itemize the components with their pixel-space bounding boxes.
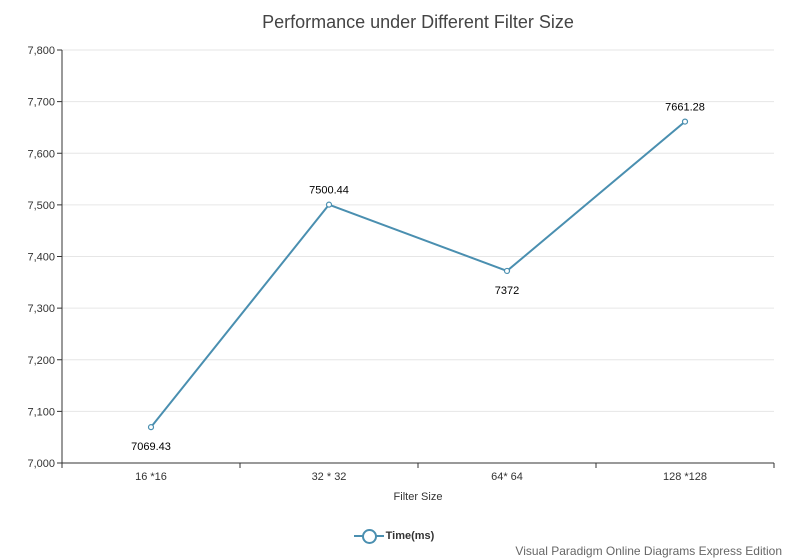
x-tick-label: 128 *128 [663, 471, 707, 483]
y-tick-label: 7,800 [27, 45, 55, 57]
data-label: 7500.44 [309, 185, 349, 197]
data-point [681, 118, 689, 125]
x-tick-label: 16 *16 [135, 471, 167, 483]
y-tick-label: 7,200 [27, 355, 55, 367]
y-tick-label: 7,500 [27, 200, 55, 212]
data-point [503, 267, 511, 275]
y-tick-label: 7,100 [27, 406, 55, 418]
data-label: 7372 [495, 285, 519, 297]
x-tick-label: 32 * 32 [312, 471, 347, 483]
data-label: 7661.28 [665, 102, 705, 114]
y-tick-label: 7,700 [27, 97, 55, 109]
data-label: 7069.43 [131, 441, 171, 453]
legend-marker-icon [353, 528, 384, 544]
data-point [325, 201, 333, 208]
y-tick-label: 7,300 [27, 303, 55, 315]
y-tick-label: 7,600 [27, 148, 55, 160]
chart-title: Performance under Different Filter Size [262, 12, 574, 32]
y-tick-label: 7,000 [27, 458, 55, 470]
legend-dot [361, 529, 377, 544]
data-point [147, 424, 155, 431]
legend-label: Time(ms) [385, 530, 435, 542]
legend[interactable]: Time(ms) [0, 528, 788, 544]
series-line-time-ms [150, 120, 686, 428]
watermark: Visual Paradigm Online Diagrams Express … [515, 544, 782, 558]
x-axis-title: Filter Size [393, 491, 443, 503]
y-tick-label: 7,400 [27, 252, 55, 264]
x-tick-label: 64* 64 [491, 471, 523, 483]
